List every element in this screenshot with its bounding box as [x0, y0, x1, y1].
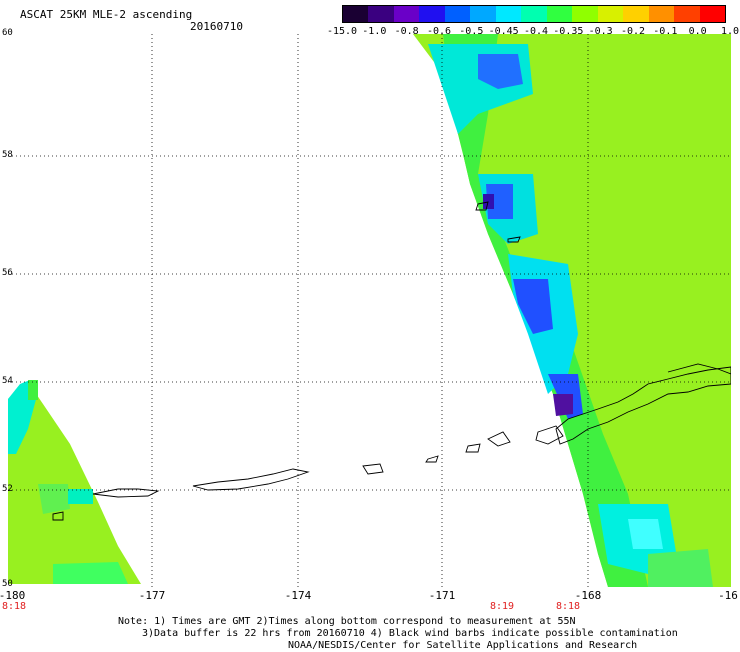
left-swath [8, 380, 141, 584]
swath-left-cyan-patch [68, 489, 93, 504]
swath-left-green-bottom [53, 562, 128, 584]
x-label-180: -180 [0, 589, 26, 602]
color-swatch [368, 6, 394, 22]
note-line-2: 3)Data buffer is 22 hrs from 20160710 4)… [142, 628, 678, 639]
y-label-50: 50 [2, 579, 13, 589]
color-scale-label: -0.1 [653, 26, 678, 37]
color-scale-bar [342, 5, 726, 23]
swath-left-green-top [28, 380, 38, 400]
rat-islands [192, 468, 310, 491]
swath-right-blue-57 [486, 184, 513, 219]
time-label-right: 8:18 [555, 601, 581, 612]
color-scale-label: -0.2 [620, 26, 646, 37]
land-outlines [52, 201, 731, 521]
near-islands [92, 488, 160, 498]
note-line-3: NOAA/NESDIS/Center for Satellite Applica… [288, 640, 638, 651]
andreanof-islands [362, 463, 384, 475]
x-label-171: -171 [428, 589, 456, 602]
color-swatch [623, 6, 649, 22]
color-scale-label: -0.8 [394, 26, 419, 37]
color-swatch [648, 6, 675, 22]
color-swatch [393, 6, 420, 22]
right-swath [413, 34, 731, 587]
color-scale-label: -0.6 [426, 26, 452, 37]
swath-left-green-mid [38, 484, 70, 514]
graticule [8, 34, 731, 587]
y-label-60: 60 [2, 28, 13, 38]
y-label-52: 52 [2, 484, 13, 494]
x-label-16: -16 [718, 589, 738, 602]
small-island-1 [425, 455, 439, 463]
swath-right-dark-54 [553, 394, 573, 416]
x-label-177: -177 [138, 589, 166, 602]
y-label-54: 54 [2, 376, 13, 386]
color-swatch [699, 6, 726, 22]
fox-islands [465, 431, 511, 453]
color-swatch [521, 6, 547, 22]
color-swatch [470, 6, 496, 22]
map-date: 20160710 [190, 20, 243, 33]
kodiak-coast [667, 363, 731, 375]
y-label-58: 58 [2, 150, 13, 160]
x-label-168: -168 [574, 589, 602, 602]
swath-right-blue-55 [513, 279, 553, 334]
pribilof-island [475, 201, 489, 211]
map-title: ASCAT 25KM MLE-2 ascending [20, 8, 193, 21]
footnote: Note: 1) Times are GMT 2)Times along bot… [118, 616, 678, 652]
time-label-left: 8:18 [1, 601, 27, 612]
color-swatch [572, 6, 598, 22]
color-swatch [343, 6, 369, 22]
x-label-174: -174 [284, 589, 312, 602]
color-swatch [495, 6, 522, 22]
color-scale-label: -0.35 [553, 26, 584, 37]
color-scale-label: -0.3 [588, 26, 613, 37]
color-swatch [597, 6, 624, 22]
swath-right-blue-top [478, 54, 523, 89]
unimak-island [535, 425, 564, 445]
color-scale-label: -1.0 [362, 26, 387, 37]
swath-right-green-bottom [648, 549, 713, 587]
color-swatch [546, 6, 573, 22]
color-scale-label: -15.0 [326, 26, 358, 37]
note-line-1: Note: 1) Times are GMT 2)Times along bot… [118, 616, 576, 627]
swath-left-main [8, 382, 141, 584]
commander-island [52, 511, 64, 521]
color-swatch [419, 6, 445, 22]
time-label-mid: 8:19 [489, 601, 515, 612]
swath-right-cyan-deep [628, 519, 663, 549]
color-scale-label: -0.4 [523, 26, 549, 37]
color-scale-labels: -15.0 -1.0 -0.8 -0.6 -0.5 -0.45 -0.4 -0.35 -0.3-… [326, 26, 739, 38]
color-swatch [444, 6, 471, 22]
color-scale-label: 1.0 [720, 26, 740, 37]
wind-map [8, 34, 731, 587]
color-scale-label: -0.5 [459, 26, 484, 37]
color-scale-label: -0.45 [488, 26, 519, 37]
alaska-peninsula [555, 366, 731, 445]
st-matthew-island [507, 236, 521, 243]
color-swatch [674, 6, 700, 22]
color-scale-label: 0.0 [688, 26, 707, 37]
y-label-56: 56 [2, 268, 13, 278]
